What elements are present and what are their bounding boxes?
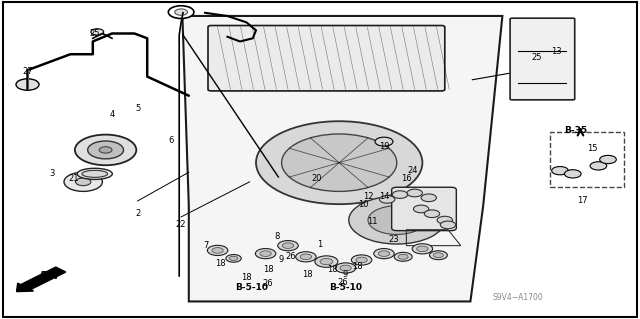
- Circle shape: [375, 137, 393, 146]
- Text: 8: 8: [275, 232, 280, 241]
- FancyBboxPatch shape: [510, 18, 575, 100]
- Circle shape: [260, 251, 271, 256]
- Circle shape: [335, 263, 356, 273]
- Circle shape: [175, 9, 188, 15]
- Circle shape: [590, 162, 607, 170]
- Text: 25: 25: [531, 53, 541, 62]
- Circle shape: [380, 196, 395, 203]
- Circle shape: [407, 189, 422, 197]
- Text: 13: 13: [552, 47, 562, 56]
- Circle shape: [207, 245, 228, 256]
- Text: S9V4−A1700: S9V4−A1700: [493, 293, 543, 302]
- Circle shape: [351, 255, 372, 265]
- Circle shape: [437, 216, 452, 224]
- Circle shape: [394, 252, 412, 261]
- Text: 18: 18: [241, 273, 252, 282]
- Polygon shape: [182, 16, 502, 301]
- Text: 5: 5: [135, 104, 140, 113]
- Circle shape: [300, 254, 312, 260]
- Text: 22: 22: [176, 220, 186, 229]
- Circle shape: [392, 191, 408, 198]
- Text: 1: 1: [317, 240, 323, 249]
- Circle shape: [212, 248, 223, 253]
- Text: 26: 26: [337, 278, 348, 287]
- Circle shape: [64, 172, 102, 191]
- Circle shape: [91, 29, 104, 35]
- Circle shape: [75, 135, 136, 165]
- Text: 17: 17: [577, 197, 588, 205]
- Circle shape: [282, 134, 397, 191]
- Bar: [550, 132, 624, 187]
- Circle shape: [320, 258, 333, 265]
- Circle shape: [296, 252, 316, 262]
- Text: 24: 24: [408, 166, 418, 175]
- Circle shape: [424, 210, 440, 218]
- Text: 2: 2: [135, 209, 140, 218]
- Circle shape: [552, 167, 568, 175]
- Circle shape: [421, 194, 436, 202]
- Text: 9: 9: [343, 270, 348, 279]
- Circle shape: [356, 257, 367, 263]
- FancyArrow shape: [17, 267, 66, 292]
- Circle shape: [256, 121, 422, 204]
- Text: 19: 19: [379, 142, 389, 151]
- Text: FR.: FR.: [40, 271, 59, 281]
- Circle shape: [88, 141, 124, 159]
- Text: 18: 18: [264, 265, 274, 274]
- Ellipse shape: [82, 170, 108, 177]
- Circle shape: [417, 246, 428, 252]
- Circle shape: [340, 265, 351, 271]
- Text: 23: 23: [388, 235, 399, 244]
- Text: 11: 11: [367, 217, 378, 226]
- Circle shape: [440, 221, 456, 229]
- Circle shape: [229, 256, 238, 261]
- Text: 18: 18: [352, 262, 362, 271]
- Text: 15: 15: [587, 144, 597, 153]
- Circle shape: [168, 6, 194, 19]
- Text: 20: 20: [312, 174, 322, 183]
- Circle shape: [226, 255, 241, 262]
- Text: B-5-10: B-5-10: [235, 283, 268, 292]
- Text: 6: 6: [169, 136, 174, 145]
- FancyBboxPatch shape: [208, 26, 445, 91]
- Text: 16: 16: [401, 174, 412, 183]
- FancyBboxPatch shape: [392, 187, 456, 231]
- Text: B-35: B-35: [564, 126, 588, 135]
- Circle shape: [398, 254, 408, 259]
- Circle shape: [412, 244, 433, 254]
- Text: 27: 27: [22, 67, 33, 76]
- Text: 26: 26: [262, 279, 273, 288]
- Text: B-5-10: B-5-10: [329, 283, 362, 292]
- Circle shape: [315, 256, 338, 267]
- Circle shape: [349, 196, 445, 244]
- Text: 25: 25: [90, 29, 100, 38]
- Ellipse shape: [77, 168, 113, 179]
- Circle shape: [255, 249, 276, 259]
- Text: 7: 7: [204, 241, 209, 250]
- Text: 9: 9: [279, 256, 284, 264]
- Circle shape: [99, 147, 112, 153]
- Circle shape: [429, 251, 447, 260]
- Text: 3: 3: [50, 169, 55, 178]
- Text: 14: 14: [379, 192, 389, 201]
- Circle shape: [378, 251, 390, 256]
- Text: 26: 26: [286, 252, 296, 261]
- Circle shape: [564, 170, 581, 178]
- Text: 18: 18: [302, 270, 312, 279]
- Circle shape: [368, 206, 426, 234]
- Text: 18: 18: [328, 265, 338, 274]
- Circle shape: [413, 205, 429, 213]
- Text: 10: 10: [358, 200, 369, 209]
- Text: 18: 18: [216, 259, 226, 268]
- Circle shape: [374, 249, 394, 259]
- Circle shape: [282, 243, 294, 249]
- Text: 4: 4: [109, 110, 115, 119]
- Circle shape: [76, 178, 91, 186]
- Circle shape: [600, 155, 616, 164]
- Text: 12: 12: [363, 192, 373, 201]
- Text: 21: 21: [68, 174, 79, 183]
- Circle shape: [278, 241, 298, 251]
- Circle shape: [433, 253, 444, 258]
- Circle shape: [16, 79, 39, 90]
